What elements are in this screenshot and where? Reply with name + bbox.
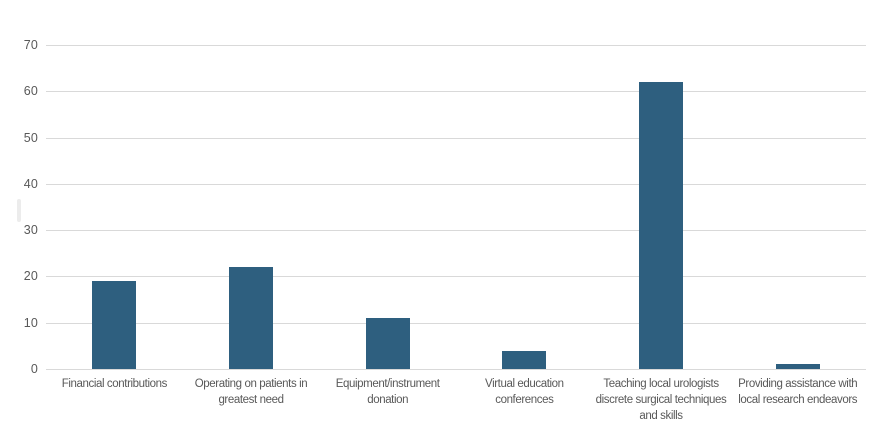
gridline <box>46 183 866 185</box>
gridline <box>46 91 866 93</box>
y-tick-label: 20 <box>23 269 38 284</box>
bar-slot <box>456 45 593 369</box>
left-edge-artifact <box>17 199 21 222</box>
gridline <box>46 322 866 324</box>
y-tick-label: 30 <box>23 223 38 238</box>
bar <box>365 318 410 369</box>
bar-slot <box>319 45 456 369</box>
bar-slot <box>593 45 730 369</box>
gridline <box>46 137 866 139</box>
y-tick-label: 60 <box>23 84 38 99</box>
bar <box>229 267 273 369</box>
y-tick-label: 10 <box>23 315 38 330</box>
category-axis-labels: Financial contributions Operating on pati… <box>46 376 866 424</box>
category-label: Virtual education conferences <box>485 378 564 406</box>
y-tick-label: 70 <box>23 38 38 52</box>
bar-slot <box>183 45 320 369</box>
bar <box>639 82 684 369</box>
plot-area <box>46 45 866 370</box>
bar-slot <box>46 45 183 369</box>
category-label: Providing assistance with local research… <box>738 378 858 406</box>
gridline <box>46 45 866 46</box>
y-axis: 0 10 20 30 40 50 60 70 <box>0 38 38 376</box>
category-label: Equipment/instrument donation <box>335 378 440 406</box>
x-axis-line <box>46 369 866 370</box>
y-tick-label: 50 <box>23 130 38 145</box>
gridline <box>46 276 866 278</box>
bar <box>502 350 547 369</box>
category-label: Financial contributions <box>61 378 168 390</box>
category-label: Teaching local urologists discrete surgi… <box>595 378 727 422</box>
category-label: Operating on patients in greatest need <box>194 378 308 406</box>
bar-slot <box>729 45 866 369</box>
y-tick-label: 40 <box>23 176 38 191</box>
gridline <box>46 230 866 232</box>
bar <box>775 364 820 369</box>
bars <box>46 45 866 369</box>
bar <box>92 281 137 369</box>
y-tick-label: 0 <box>30 362 38 376</box>
